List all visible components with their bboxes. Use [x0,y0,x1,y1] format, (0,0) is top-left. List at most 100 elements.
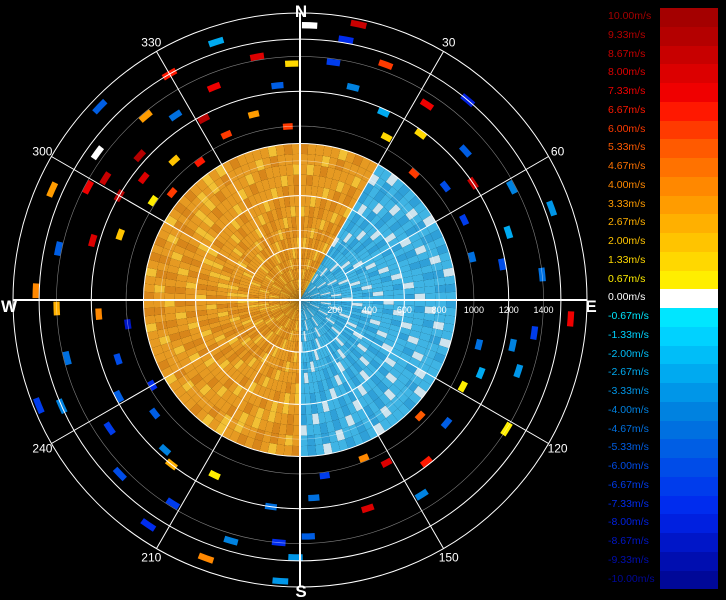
core-cell [355,266,367,275]
core-cell [289,340,294,352]
legend-label: 10.00m/s [608,10,652,22]
core-cell [432,321,445,331]
core-cell [444,315,456,325]
core-cell [365,329,377,338]
core-cell [270,268,280,278]
core-cell [219,274,231,282]
core-cell [300,295,310,300]
core-cell [422,319,435,329]
core-cell [286,216,293,228]
core-cell [345,235,356,246]
core-cell [323,319,333,328]
core-cell [234,372,245,385]
core-cell [244,221,255,233]
core-cell [157,262,169,272]
core-cell [313,349,320,361]
core-cell [314,391,322,404]
core-cell [330,291,342,296]
core-cell [329,223,338,235]
core-cell [359,233,370,245]
core-cell [320,293,331,297]
core-cell [267,257,276,268]
core-cell [263,354,272,366]
core-cell [263,329,273,339]
core-cell [232,247,244,258]
core-cell [338,170,349,184]
legend-entry: -6.67m/s [606,476,718,496]
core-cell [366,226,378,238]
core-cell [324,199,333,211]
core-cell [282,371,289,383]
core-cell [322,368,330,380]
core-cell [404,249,417,259]
core-cell [227,306,239,312]
core-cell [253,216,263,228]
core-cell [409,329,421,339]
core-cell [202,400,215,414]
legend-label: 6.00m/s [608,122,646,135]
core-cell [342,381,353,393]
core-cell [351,308,362,314]
core-cell [378,393,391,406]
core-cell [393,289,405,296]
core-cell [349,224,360,236]
core-cell [310,317,318,328]
core-cell [326,420,336,433]
core-cell [278,423,287,435]
core-cell [238,310,250,317]
range-label: 1200 [499,305,519,315]
core-cell [209,270,221,279]
core-cell [351,305,363,310]
core-cell [210,223,223,235]
core-cell [351,290,363,295]
core-cell [262,279,273,286]
core-cell [173,220,187,233]
core-cell [328,234,337,246]
core-cell [383,252,396,262]
core-cell [227,292,238,297]
core-cell [235,244,246,255]
core-cell [325,275,336,283]
core-cell [182,226,195,238]
core-cell [186,276,198,284]
core-cell [295,268,298,280]
core-cell [233,266,245,275]
core-cell [334,336,345,347]
core-cell [173,244,186,256]
polar-grid [12,12,588,588]
core-cell [329,200,338,213]
core-cell [160,366,174,379]
core-cell [281,305,292,312]
core-cell [328,342,337,353]
core-cell [292,425,300,436]
core-cell [372,337,384,347]
core-cell [209,393,222,406]
core-cell [185,243,198,254]
core-cell [215,355,228,366]
core-cell [284,272,291,282]
core-cell [261,212,271,224]
echo-cell [138,109,153,123]
core-cell [276,402,284,414]
core-cell [357,270,369,278]
core-cell [295,320,298,332]
core-cell [300,143,309,155]
core-cell [207,227,219,239]
core-cell [306,330,311,341]
core-cell [363,333,375,342]
core-cell [208,405,221,419]
core-cell [168,258,181,268]
core-cell [227,284,239,291]
core-cell [247,392,258,405]
core-cell [329,179,339,191]
core-cell [266,318,276,327]
core-cell [249,260,260,270]
core-cell [233,230,245,241]
core-cell [305,281,312,292]
core-cell [434,277,446,286]
core-cell [230,273,242,281]
core-cell [255,407,265,420]
core-cell [349,280,361,287]
core-cell [335,271,346,280]
legend-label: -2.67m/s [608,366,649,379]
